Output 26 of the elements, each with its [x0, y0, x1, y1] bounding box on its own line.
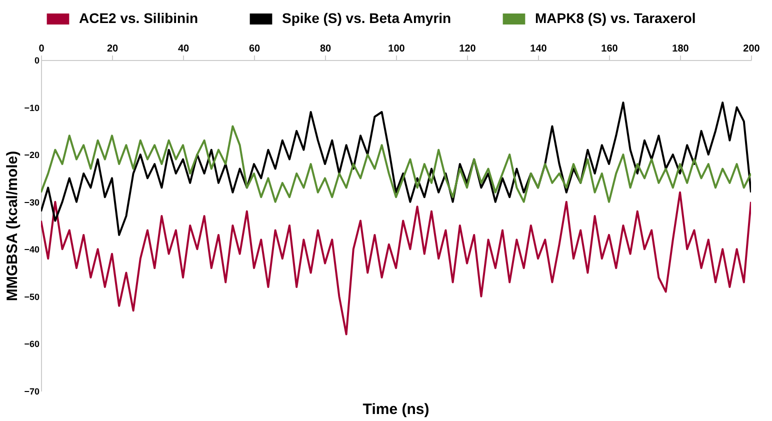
- y-tick-label: −40: [24, 244, 40, 255]
- x-tick-label: 80: [320, 44, 332, 54]
- line-series: [41, 125, 751, 203]
- y-tick-label: −70: [24, 386, 40, 396]
- x-tick-label: 120: [459, 44, 476, 54]
- x-tick-label: 20: [106, 44, 118, 54]
- legend-label: Spike (S) vs. Beta Amyrin: [282, 10, 452, 26]
- line-series: [41, 102, 751, 236]
- legend-label: ACE2 vs. Silibinin: [79, 10, 198, 26]
- y-tick-label: −60: [24, 339, 40, 350]
- y-tick-label: −10: [24, 102, 40, 113]
- y-tick-label: −20: [24, 150, 40, 160]
- y-tick-label: 0: [34, 56, 40, 66]
- line-series: [41, 191, 751, 336]
- x-tick-label: 200: [743, 44, 760, 54]
- x-tick-label: 180: [672, 44, 690, 54]
- x-tick-label: 40: [178, 44, 190, 54]
- x-tick-label: 140: [530, 44, 548, 54]
- y-axis-title: MMGBSA (kcal/mole): [4, 150, 22, 302]
- x-axis-title: Time (ns): [362, 401, 430, 418]
- y-tick-label: −30: [24, 197, 40, 208]
- legend-label: MAPK8 (S) vs. Taraxerol: [535, 10, 696, 26]
- x-tick-label: 100: [388, 44, 406, 54]
- x-tick-label: 160: [601, 44, 618, 54]
- y-tick-label: −50: [24, 292, 40, 302]
- x-tick-label: 60: [248, 44, 260, 54]
